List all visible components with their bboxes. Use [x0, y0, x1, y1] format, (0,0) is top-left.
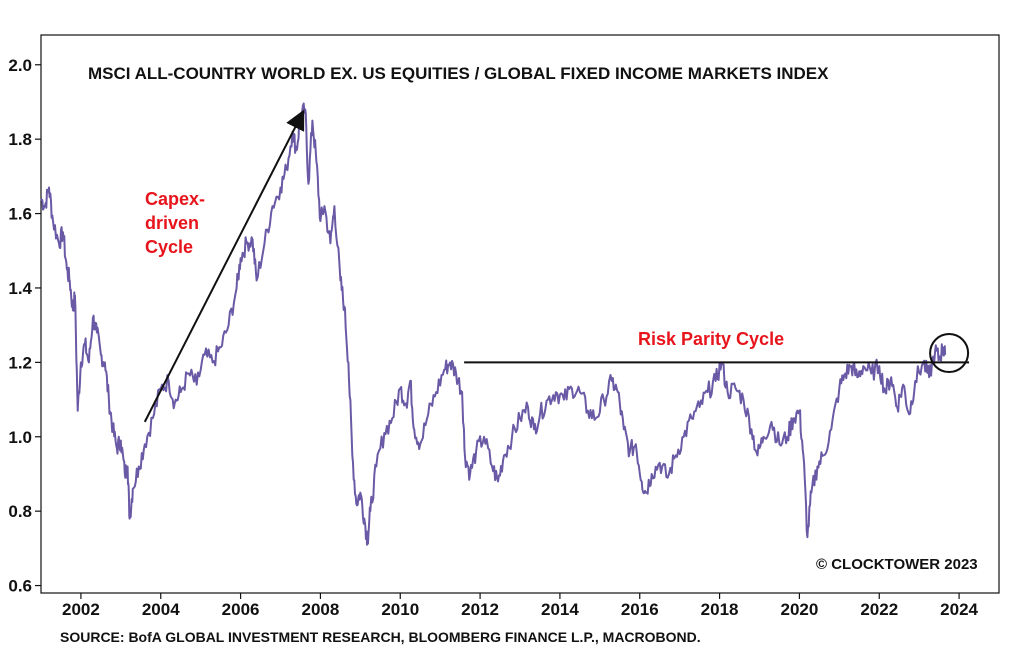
chart-title: MSCI ALL-COUNTRY WORLD EX. US EQUITIES /…: [88, 64, 829, 83]
y-tick-label: 0.6: [8, 577, 32, 596]
y-axis: 0.6 0.8 1.0 1.2 1.4 1.6 1.8 2.0: [8, 56, 41, 596]
x-tick-label: 2010: [381, 600, 419, 619]
x-tick-label: 2024: [940, 600, 978, 619]
x-tick-label: 2020: [781, 600, 819, 619]
x-axis: 2002 2004 2006 2008 2010 2012 2014 2016 2018 2020…: [62, 593, 979, 619]
x-tick-label: 2002: [62, 600, 100, 619]
y-tick-label: 1.6: [8, 205, 32, 224]
x-tick-label: 2012: [461, 600, 499, 619]
y-tick-label: 0.8: [8, 502, 32, 521]
capex-label-line2: driven: [145, 213, 199, 233]
x-tick-label: 2008: [302, 600, 340, 619]
current-level-circle: [929, 333, 970, 374]
capex-cycle-arrow: [143, 109, 305, 423]
y-tick-label: 2.0: [8, 56, 32, 75]
x-tick-label: 2022: [860, 600, 898, 619]
x-tick-label: 2016: [621, 600, 659, 619]
y-tick-label: 1.4: [8, 279, 32, 298]
plot-frame: [40, 34, 1000, 594]
capex-label-line3: Cycle: [145, 237, 193, 257]
y-tick-label: 1.0: [8, 428, 32, 447]
y-tick-label: 1.2: [8, 353, 32, 372]
copyright-note: © CLOCKTOWER 2023: [816, 556, 978, 573]
x-tick-label: 2004: [142, 600, 180, 619]
y-tick-label: 1.8: [8, 130, 32, 149]
series-line: [40, 102, 947, 546]
x-tick-label: 2018: [701, 600, 739, 619]
x-tick-label: 2014: [541, 600, 579, 619]
capex-label-line1: Capex-: [145, 189, 205, 209]
x-tick-label: 2006: [222, 600, 260, 619]
risk-parity-label: Risk Parity Cycle: [638, 329, 784, 349]
source-note: SOURCE: BofA GLOBAL INVESTMENT RESEARCH,…: [60, 629, 701, 645]
